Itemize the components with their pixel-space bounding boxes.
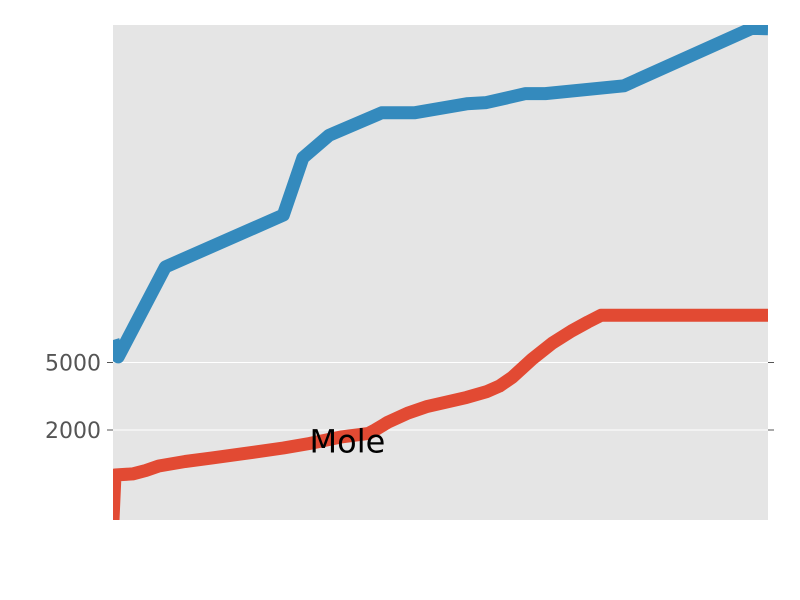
series-line-2	[113, 308, 768, 520]
y-tick-label: 5000	[45, 352, 101, 377]
y-tick-label: 2000	[45, 419, 101, 444]
series-layer	[113, 25, 768, 520]
plot-background	[113, 25, 768, 520]
gridlines	[113, 362, 768, 431]
annotation-label: Mole	[310, 423, 386, 461]
annotations: Mole	[310, 423, 386, 461]
y-axis: 2000 5000	[45, 352, 774, 444]
series-line-1	[113, 25, 768, 364]
